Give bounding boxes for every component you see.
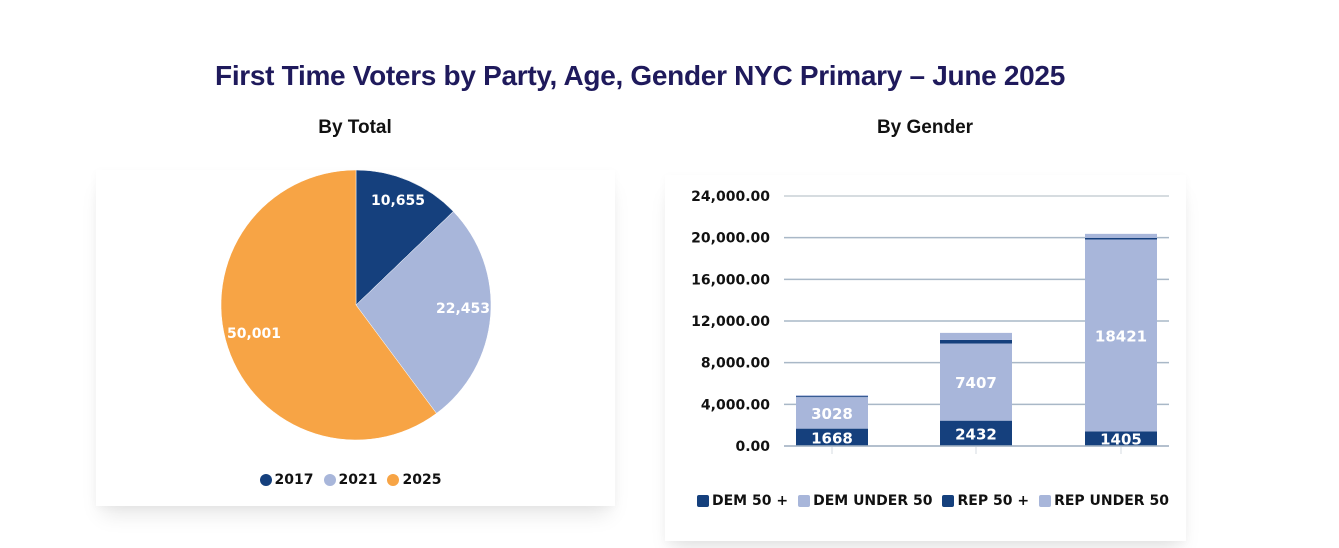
bar-segment[interactable] (1085, 239, 1157, 432)
bar-segment[interactable] (796, 395, 868, 397)
bar-segment[interactable] (940, 420, 1012, 446)
legend-label: DEM 50 + (712, 493, 789, 509)
pie-data-label: 10,655 (371, 193, 425, 209)
bar-chart-card: 0.00 4,000.00 8,000.00 12,000.00 16,000.00 20… (665, 175, 1186, 541)
bar-data-label: 3028 (811, 405, 853, 423)
bar-segment[interactable] (1085, 431, 1157, 446)
y-tick-label: 12,000.00 (691, 314, 770, 330)
legend-label: 2021 (338, 472, 378, 488)
legend-item-2017[interactable]: 2017 (259, 472, 314, 488)
legend-label: DEM UNDER 50 (813, 493, 933, 509)
bar-data-label: 1405 (1100, 431, 1142, 449)
legend-dot-icon (323, 474, 336, 486)
bar-legend: DEM 50 + DEM UNDER 50 REP 50 + REP UNDER… (697, 493, 1179, 509)
legend-item-2025[interactable]: 2025 (387, 472, 441, 488)
bar-segment[interactable] (940, 343, 1012, 421)
legend-label: 2017 (274, 472, 314, 488)
legend-item-2021[interactable]: 2021 (323, 472, 378, 488)
bar-segment[interactable] (940, 332, 1012, 340)
pie-chart-title: By Total (318, 117, 392, 138)
bar-segment[interactable] (796, 397, 868, 429)
bar-segment[interactable] (1085, 233, 1157, 238)
legend-square-icon (697, 495, 709, 507)
y-tick-label: 8,000.00 (701, 356, 770, 372)
pie-data-label: 50,001 (227, 326, 281, 342)
stacked-bar-chart: 0.00 4,000.00 8,000.00 12,000.00 16,000.00 20… (691, 189, 1169, 455)
bar-data-label: 1668 (811, 429, 853, 447)
pie-slice-2021[interactable] (355, 211, 492, 414)
legend-label: REP UNDER 50 (1054, 493, 1169, 509)
legend-item-dem-50-plus[interactable]: DEM 50 + (697, 493, 788, 509)
legend-item-dem-under-50[interactable]: DEM UNDER 50 (798, 493, 932, 509)
bar-data-label: 18421 (1095, 327, 1147, 345)
y-tick-label: 4,000.00 (701, 397, 770, 413)
legend-square-icon (1039, 495, 1052, 507)
pie-legend: 2017 2021 2025 (96, 472, 615, 488)
bar-segment[interactable] (796, 396, 868, 398)
legend-label: 2025 (402, 472, 442, 488)
bar-segment[interactable] (1085, 237, 1157, 240)
legend-dot-icon (259, 474, 272, 486)
bar-chart-title: By Gender (876, 117, 974, 138)
legend-item-rep-50-plus[interactable]: REP 50 + (942, 493, 1029, 509)
bar-data-label: 2432 (955, 425, 997, 443)
bar-segment[interactable] (796, 428, 868, 446)
pie-chart-card: 10,655 22,453 50,001 2017 2021 2025 (96, 169, 615, 506)
legend-square-icon (942, 495, 955, 507)
bar-segment[interactable] (940, 339, 1012, 344)
pie-chart: 10,655 22,453 50,001 (220, 169, 492, 441)
page-title: First Time Voters by Party, Age, Gender … (215, 60, 1065, 91)
y-tick-label: 20,000.00 (691, 231, 770, 247)
y-tick-label: 16,000.00 (691, 272, 770, 288)
legend-square-icon (798, 495, 811, 507)
y-tick-label: 24,000.00 (691, 189, 770, 205)
legend-dot-icon (387, 474, 400, 486)
pie-slice-2025[interactable] (220, 169, 437, 441)
legend-item-rep-under-50[interactable]: REP UNDER 50 (1039, 493, 1169, 509)
pie-data-label: 22,453 (436, 301, 490, 317)
bar-data-label: 7407 (955, 374, 997, 392)
pie-slice-2017[interactable] (355, 169, 454, 306)
y-tick-label: 0.00 (735, 439, 770, 455)
legend-label: REP 50 + (957, 493, 1030, 509)
